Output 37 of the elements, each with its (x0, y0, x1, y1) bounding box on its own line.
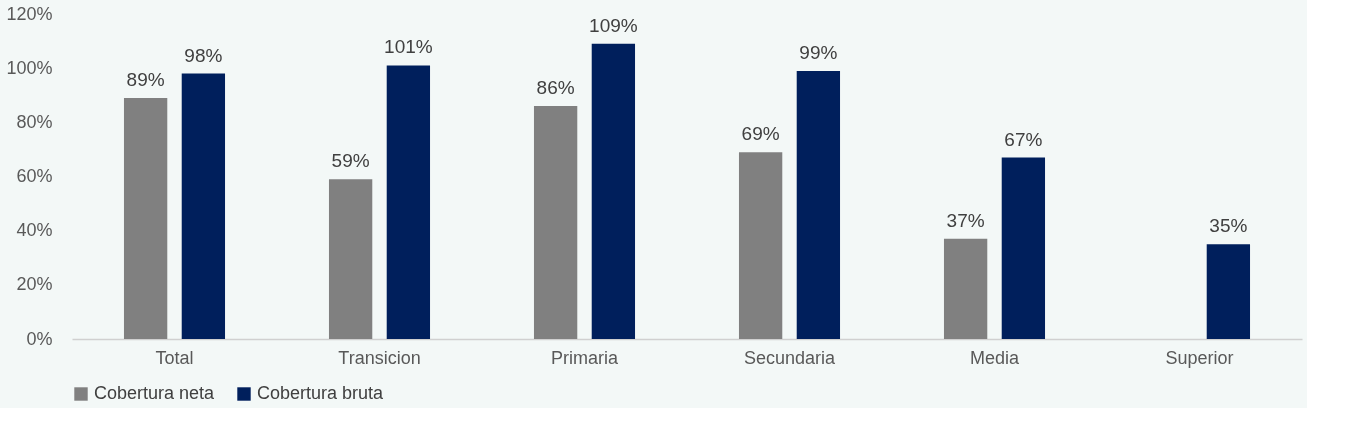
y-tick-label: 0% (26, 328, 53, 349)
bar (1001, 157, 1046, 339)
y-tick-label: 100% (6, 57, 53, 78)
data-label: 37% (946, 209, 985, 231)
bar (943, 238, 988, 339)
data-label: 67% (1004, 128, 1043, 150)
bar (1206, 244, 1251, 339)
data-label: 59% (331, 150, 370, 172)
x-tick-label: Media (969, 347, 1020, 368)
x-tick-label: Total (155, 347, 194, 368)
y-tick-label: 20% (16, 274, 53, 295)
y-tick-label: 60% (16, 166, 53, 186)
data-label: 99% (799, 41, 838, 63)
bar (181, 73, 226, 339)
legend-label: Cobertura bruta (257, 383, 385, 403)
bar (591, 43, 636, 339)
y-tick-label: 40% (16, 220, 53, 241)
data-label: 69% (741, 123, 780, 145)
data-label: 109% (589, 14, 638, 36)
data-label: 101% (384, 36, 433, 58)
data-label: 89% (126, 68, 165, 90)
data-label: 98% (184, 44, 223, 66)
bar (533, 106, 578, 339)
y-tick-label: 120% (6, 3, 53, 24)
x-tick-label: Primaria (550, 347, 619, 368)
bar (123, 97, 168, 339)
x-tick-label: Secundaria (743, 347, 837, 368)
bar (796, 70, 841, 339)
bar (738, 152, 783, 339)
x-tick-label: Superior (1165, 347, 1234, 368)
y-tick-label: 80% (16, 111, 53, 132)
bar (328, 179, 373, 339)
legend-label: Cobertura neta (94, 383, 216, 403)
data-label: 86% (536, 77, 575, 99)
x-tick-label: Transicion (338, 347, 421, 368)
data-label: 35% (1209, 215, 1248, 237)
bar (386, 65, 431, 339)
